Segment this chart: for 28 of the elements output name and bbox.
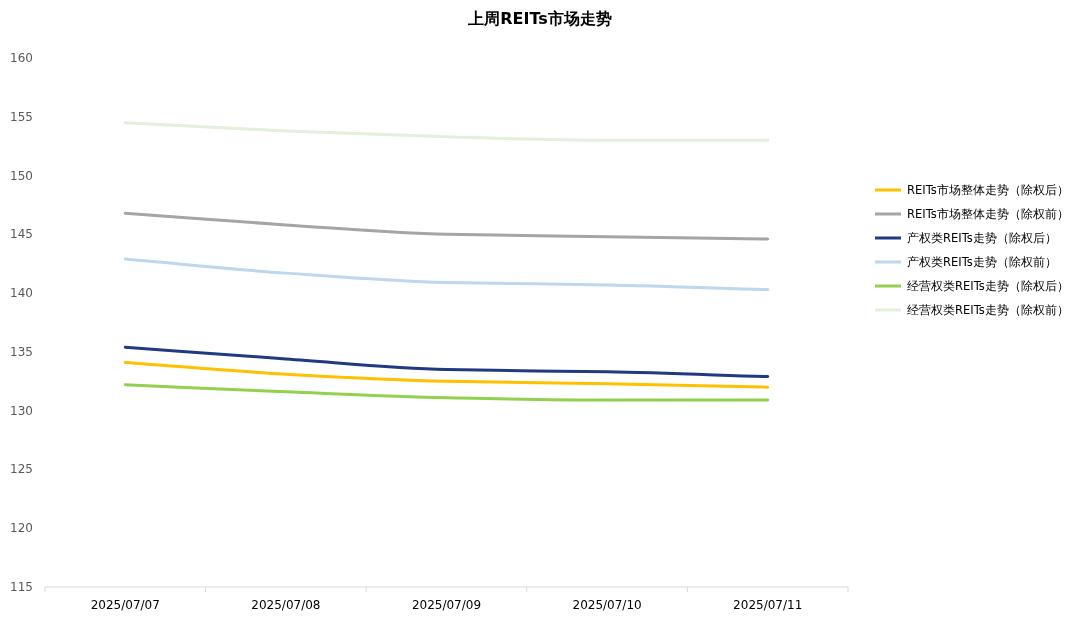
y-tick-label: 130 xyxy=(10,403,33,418)
legend-label: REITs市场整体走势（除权前） xyxy=(907,207,1069,221)
y-tick-label: 145 xyxy=(10,227,33,242)
y-tick-label: 155 xyxy=(10,109,33,124)
x-tick-label: 2025/07/07 xyxy=(90,598,160,612)
y-tick-label: 150 xyxy=(10,168,33,183)
legend-label: 产权类REITs走势（除权后） xyxy=(907,231,1057,245)
line-series xyxy=(123,360,770,389)
x-tick-label: 2025/07/08 xyxy=(251,598,321,612)
line-series xyxy=(123,383,770,402)
legend-label: 经营权类REITs走势（除权前） xyxy=(907,303,1069,317)
y-tick-label: 140 xyxy=(10,286,33,301)
y-tick-label: 135 xyxy=(10,344,33,359)
y-tick-label: 115 xyxy=(10,580,33,594)
legend-label: 产权类REITs走势（除权前） xyxy=(907,255,1057,269)
y-tick-label: 125 xyxy=(10,462,33,477)
x-tick-label: 2025/07/09 xyxy=(411,598,482,612)
y-tick-label: 160 xyxy=(10,51,33,65)
chart-title: 上周REITs市场走势 xyxy=(467,9,612,28)
line-series xyxy=(123,345,770,379)
y-tick-label: 120 xyxy=(10,521,33,536)
x-tick-label: 2025/07/10 xyxy=(572,598,642,612)
legend-label: 经营权类REITs走势（除权后） xyxy=(907,279,1069,293)
line-series xyxy=(123,211,770,241)
line-series xyxy=(123,121,770,142)
legend-label: REITs市场整体走势（除权后） xyxy=(907,183,1069,197)
x-tick-label: 2025/07/11 xyxy=(733,598,803,612)
line-series xyxy=(123,257,770,292)
